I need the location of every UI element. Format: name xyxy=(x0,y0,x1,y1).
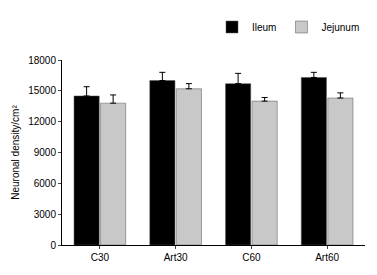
svg-text:Jejunum: Jejunum xyxy=(321,22,359,33)
svg-text:Ileum: Ileum xyxy=(252,22,276,33)
svg-text:Art60: Art60 xyxy=(315,252,339,263)
svg-text:0: 0 xyxy=(50,240,56,251)
svg-text:3000: 3000 xyxy=(34,209,57,220)
svg-text:Art30: Art30 xyxy=(164,252,188,263)
svg-text:15000: 15000 xyxy=(28,85,56,96)
svg-text:6000: 6000 xyxy=(34,178,57,189)
svg-text:C60: C60 xyxy=(242,252,261,263)
svg-text:Neuronal density/cm²: Neuronal density/cm² xyxy=(10,105,21,200)
svg-text:C30: C30 xyxy=(91,252,110,263)
svg-text:18000: 18000 xyxy=(28,55,56,66)
svg-text:12000: 12000 xyxy=(28,116,56,127)
svg-text:9000: 9000 xyxy=(34,147,57,158)
